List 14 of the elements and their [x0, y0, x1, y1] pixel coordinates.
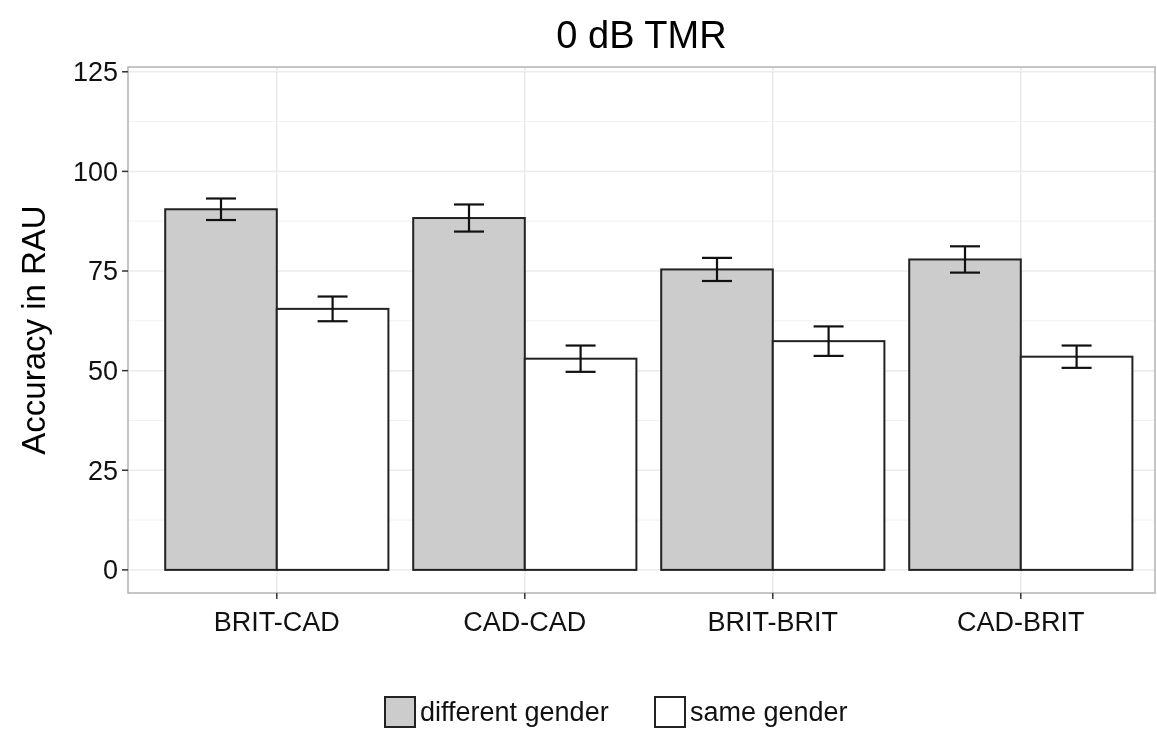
legend-label: same gender — [690, 697, 848, 728]
legend-label: different gender — [420, 697, 609, 728]
x-tick-label: BRIT-CAD — [213, 607, 340, 637]
y-tick-label: 50 — [87, 356, 118, 387]
chart-title: 0 dB TMR — [556, 14, 727, 56]
x-tick-label: CAD-CAD — [463, 607, 587, 637]
y-axis-title: Accuracy in RAU — [15, 205, 52, 455]
y-tick-label: 0 — [102, 555, 118, 586]
x-tick-label: BRIT-BRIT — [707, 607, 839, 637]
y-tick-label: 125 — [72, 57, 118, 88]
y-tick-label: 25 — [87, 455, 118, 486]
y-tick-label: 100 — [72, 156, 118, 187]
y-tick-label: 75 — [87, 256, 118, 287]
x-tick-label: CAD-BRIT — [957, 607, 1085, 637]
